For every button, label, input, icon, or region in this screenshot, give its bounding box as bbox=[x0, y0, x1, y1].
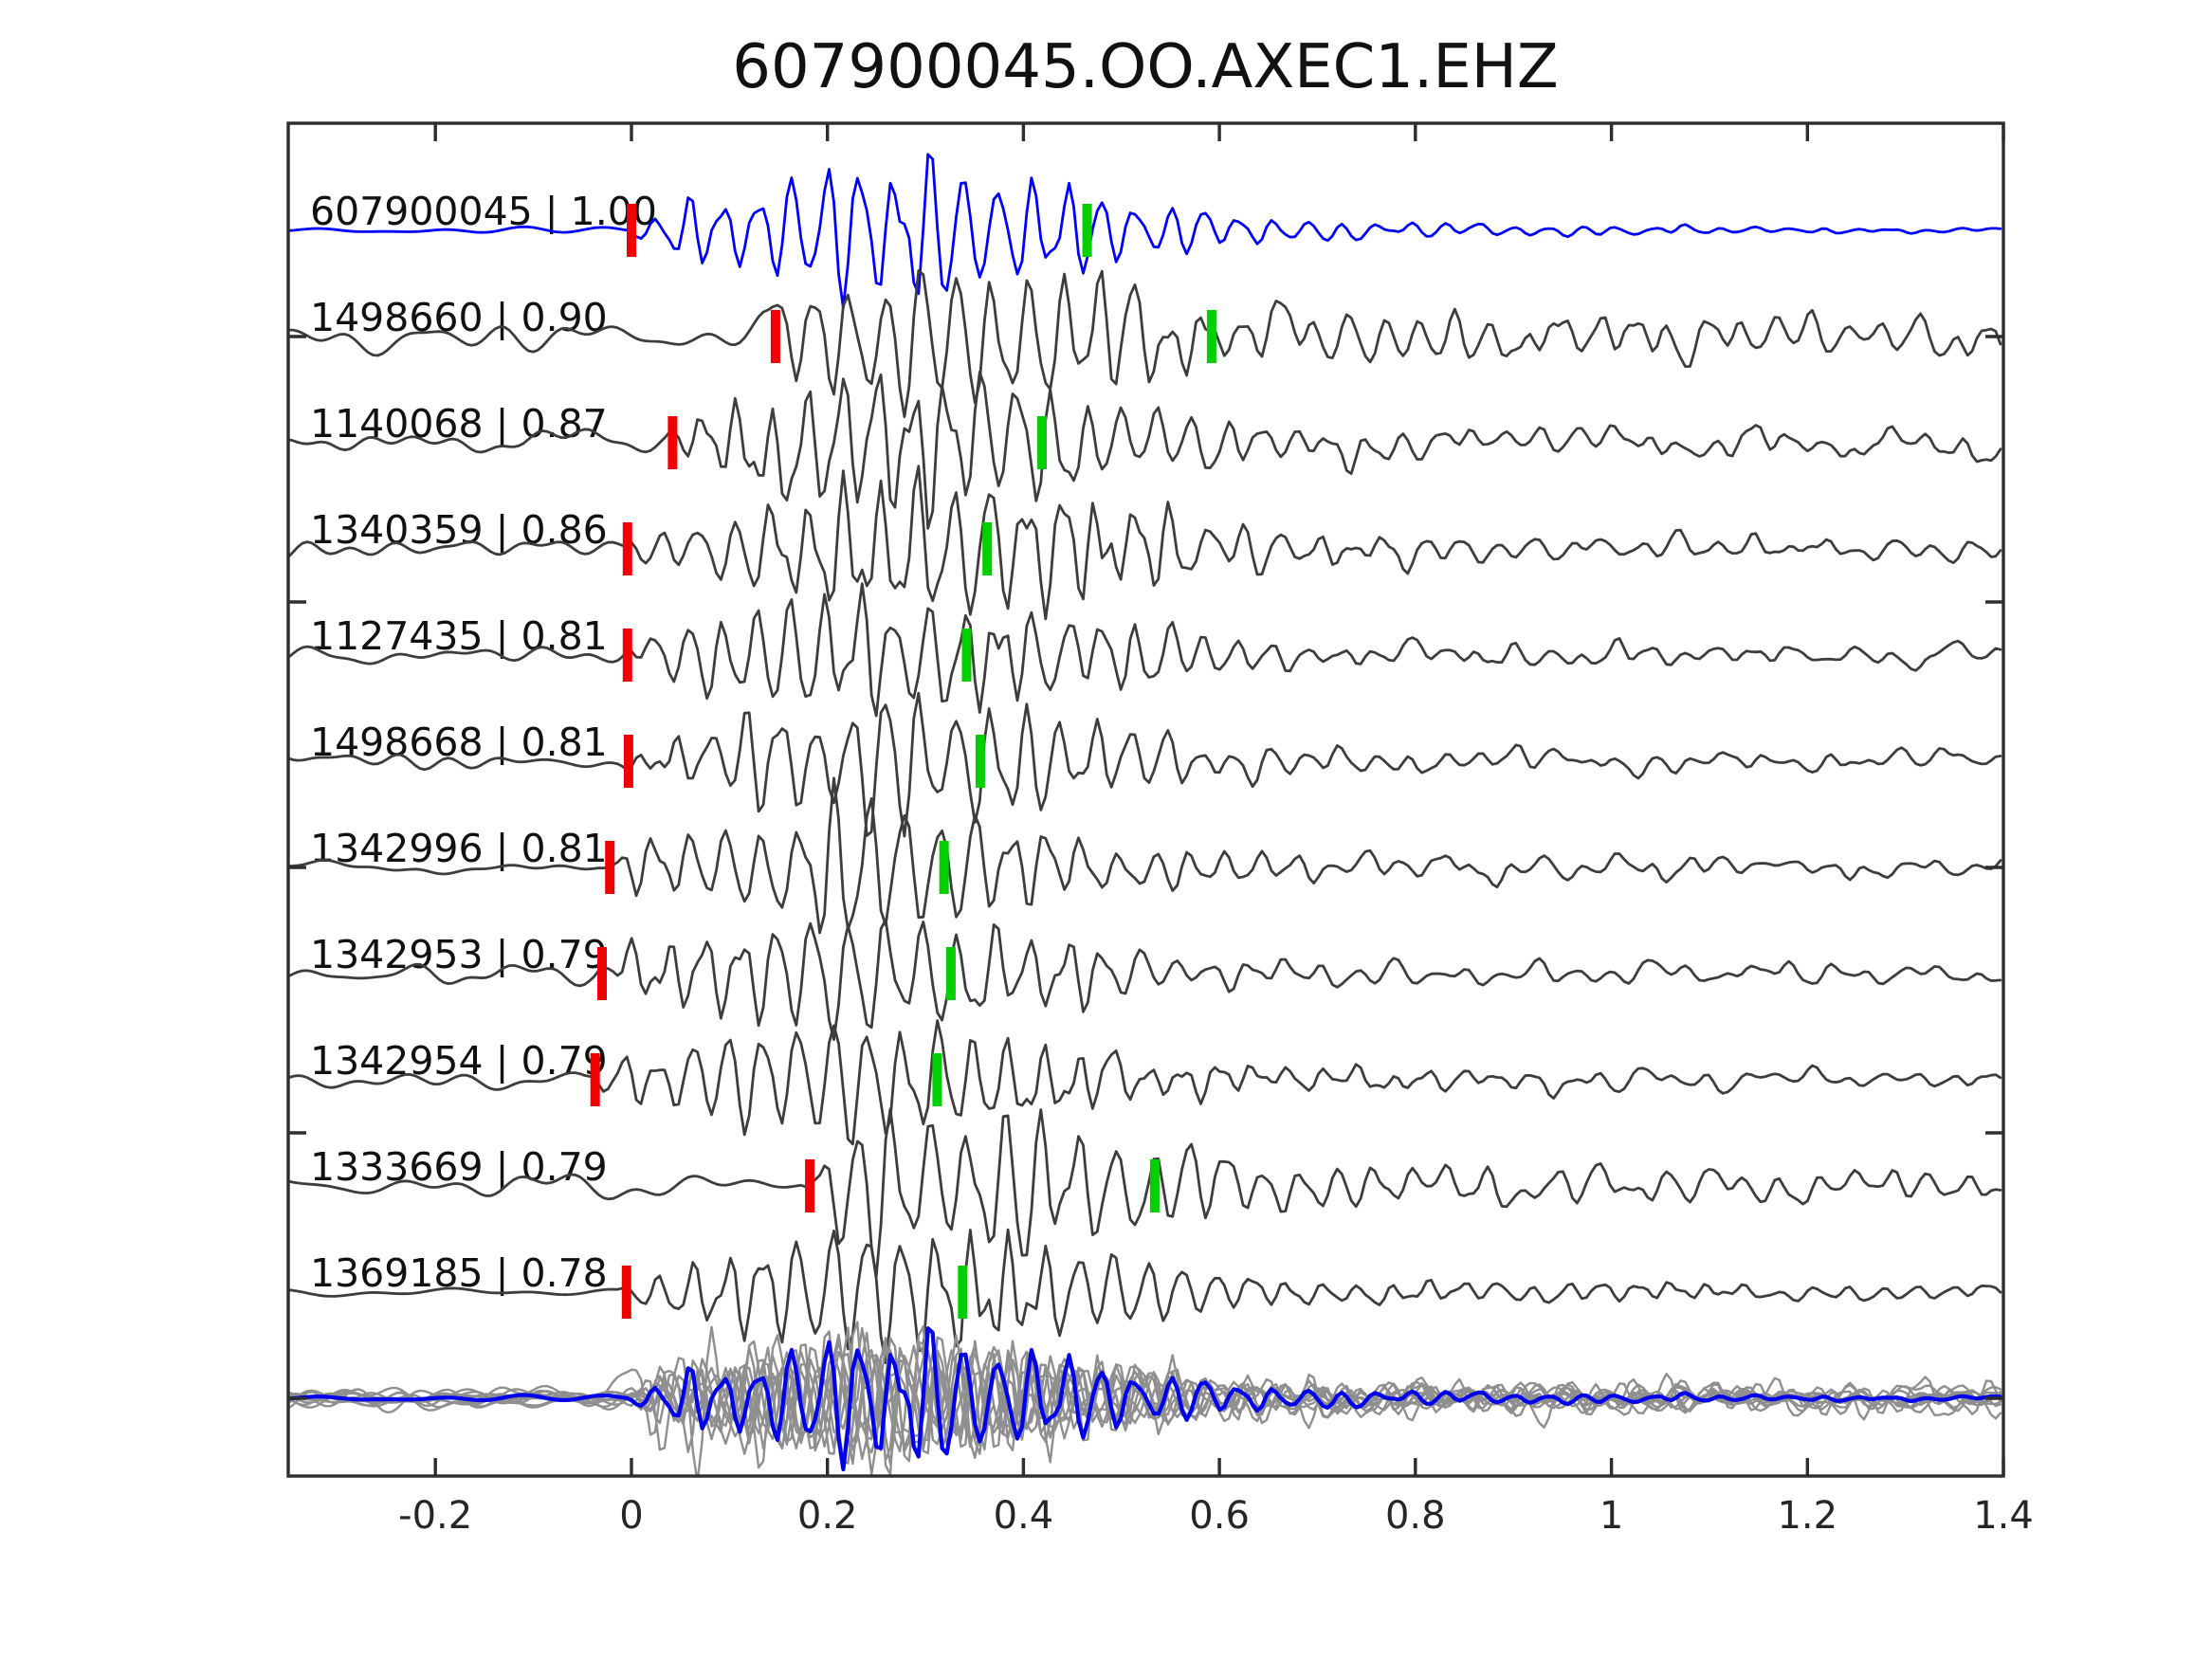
x-tick-label: 0.4 bbox=[994, 1494, 1054, 1538]
chart-title: 607900045.OO.AXEC1.EHZ bbox=[732, 32, 1559, 102]
member-waveform bbox=[288, 776, 2002, 935]
member-waveform bbox=[288, 582, 2002, 718]
red-pick-marker bbox=[622, 522, 632, 575]
member-waveform bbox=[288, 1107, 2002, 1278]
trace-label: 1498660 | 0.90 bbox=[310, 295, 608, 340]
red-pick-marker bbox=[805, 1159, 815, 1212]
green-pick-marker bbox=[961, 629, 972, 682]
member-waveform bbox=[288, 1019, 2002, 1146]
trace-label: 1333669 | 0.79 bbox=[310, 1144, 608, 1190]
stack-member-waveform bbox=[288, 1340, 2002, 1476]
red-pick-marker bbox=[627, 204, 636, 257]
x-tick-label: 1 bbox=[1600, 1494, 1623, 1538]
trace-label: 1342996 | 0.81 bbox=[310, 826, 608, 871]
stack-template-waveform bbox=[288, 1326, 2002, 1472]
red-pick-marker bbox=[597, 947, 607, 1000]
green-pick-marker bbox=[982, 522, 993, 575]
green-pick-marker bbox=[932, 1053, 942, 1106]
red-pick-marker bbox=[667, 416, 678, 469]
member-waveform bbox=[288, 1228, 2002, 1364]
template-waveform bbox=[288, 153, 2002, 309]
member-waveform bbox=[288, 269, 2002, 419]
trace-label: 1498668 | 0.81 bbox=[310, 720, 608, 765]
x-tick-label: 0 bbox=[619, 1494, 643, 1538]
member-waveform bbox=[288, 691, 2002, 838]
member-waveform bbox=[288, 918, 2002, 1041]
green-pick-marker bbox=[975, 735, 985, 788]
red-pick-marker bbox=[770, 310, 780, 363]
green-pick-marker bbox=[1082, 204, 1092, 257]
member-waveform bbox=[288, 370, 2002, 530]
x-tick-label: 0.8 bbox=[1385, 1494, 1446, 1538]
trace-label: 1140068 | 0.87 bbox=[310, 401, 608, 447]
green-pick-marker bbox=[958, 1266, 968, 1319]
red-pick-marker bbox=[605, 841, 615, 894]
pick-markers-layer bbox=[590, 204, 1216, 1319]
red-pick-marker bbox=[621, 1266, 631, 1319]
x-tick-label: -0.2 bbox=[398, 1494, 472, 1538]
x-tick-label: 0.2 bbox=[797, 1494, 858, 1538]
green-pick-marker bbox=[939, 841, 949, 894]
x-tick-label: 1.4 bbox=[1973, 1494, 2034, 1538]
x-tick-label: 1.2 bbox=[1777, 1494, 1837, 1538]
green-pick-marker bbox=[1037, 416, 1047, 469]
axes-layer: -0.2 0 0.2 0.4 0.6 0.8 1 1.2 1.4 bbox=[286, 121, 2034, 1538]
member-waveform bbox=[288, 465, 2002, 621]
x-tick-label: 0.6 bbox=[1189, 1494, 1250, 1538]
green-pick-marker bbox=[1206, 310, 1216, 363]
trace-label: 1342953 | 0.79 bbox=[310, 932, 608, 977]
waveforms-layer bbox=[288, 153, 2002, 1476]
green-pick-marker bbox=[1149, 1159, 1160, 1212]
stack-member-waveform bbox=[288, 1325, 2002, 1476]
red-pick-marker bbox=[590, 1053, 600, 1106]
trace-label: 1340359 | 0.86 bbox=[310, 507, 608, 553]
plot-border bbox=[286, 121, 2005, 1478]
red-pick-marker bbox=[623, 735, 633, 788]
red-pick-marker bbox=[622, 629, 632, 682]
trace-label: 1127435 | 0.81 bbox=[310, 613, 608, 659]
green-pick-marker bbox=[945, 947, 956, 1000]
